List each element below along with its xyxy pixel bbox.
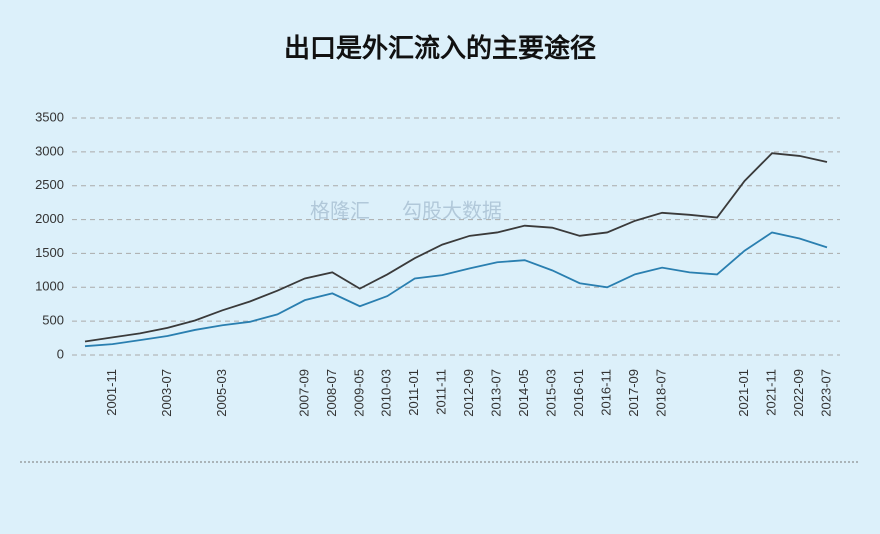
y-tick-label: 500: [42, 313, 64, 328]
x-tick-label: 2011-01: [406, 369, 421, 416]
x-tick-label: 2014-05: [516, 369, 531, 417]
x-tick-label: 2023-07: [818, 369, 833, 417]
x-tick-label: 2001-11: [104, 369, 119, 416]
y-tick-label: 0: [57, 346, 64, 361]
x-tick-label: 2021-11: [763, 369, 778, 416]
y-tick-label: 2000: [35, 211, 64, 226]
x-tick-label: 2012-09: [461, 369, 476, 417]
x-tick-label: 2016-01: [571, 369, 586, 417]
x-tick-label: 2015-03: [544, 369, 559, 417]
x-tick-label: 2013-07: [489, 369, 504, 417]
x-tick-label: 2003-07: [159, 369, 174, 417]
x-tick-label: 2017-09: [626, 369, 641, 417]
x-tick-label: 2007-09: [296, 369, 311, 417]
x-tick-label: 2016-11: [599, 369, 614, 416]
y-tick-label: 1500: [35, 245, 64, 260]
watermark: 格隆汇: [310, 199, 370, 222]
chart-title: 出口是外汇流入的主要途径: [284, 33, 596, 63]
x-tick-label: 2010-03: [379, 369, 394, 417]
x-tick-label: 2021-01: [736, 369, 751, 417]
y-tick-label: 1000: [35, 279, 64, 294]
y-tick-label: 3000: [35, 143, 64, 158]
series-line: [84, 152, 828, 343]
x-tick-label: 2008-07: [324, 369, 339, 417]
x-tick-label: 2011-11: [434, 369, 449, 415]
series-line: [84, 231, 828, 348]
x-tick-label: 2022-09: [791, 369, 806, 417]
y-tick-label: 3500: [35, 109, 64, 124]
x-tick-label: 2005-03: [214, 369, 229, 417]
y-tick-label: 2500: [35, 177, 64, 192]
watermark: 勾股大数据: [402, 199, 502, 222]
x-tick-label: 2009-05: [351, 369, 366, 417]
x-tick-label: 2018-07: [654, 369, 669, 417]
